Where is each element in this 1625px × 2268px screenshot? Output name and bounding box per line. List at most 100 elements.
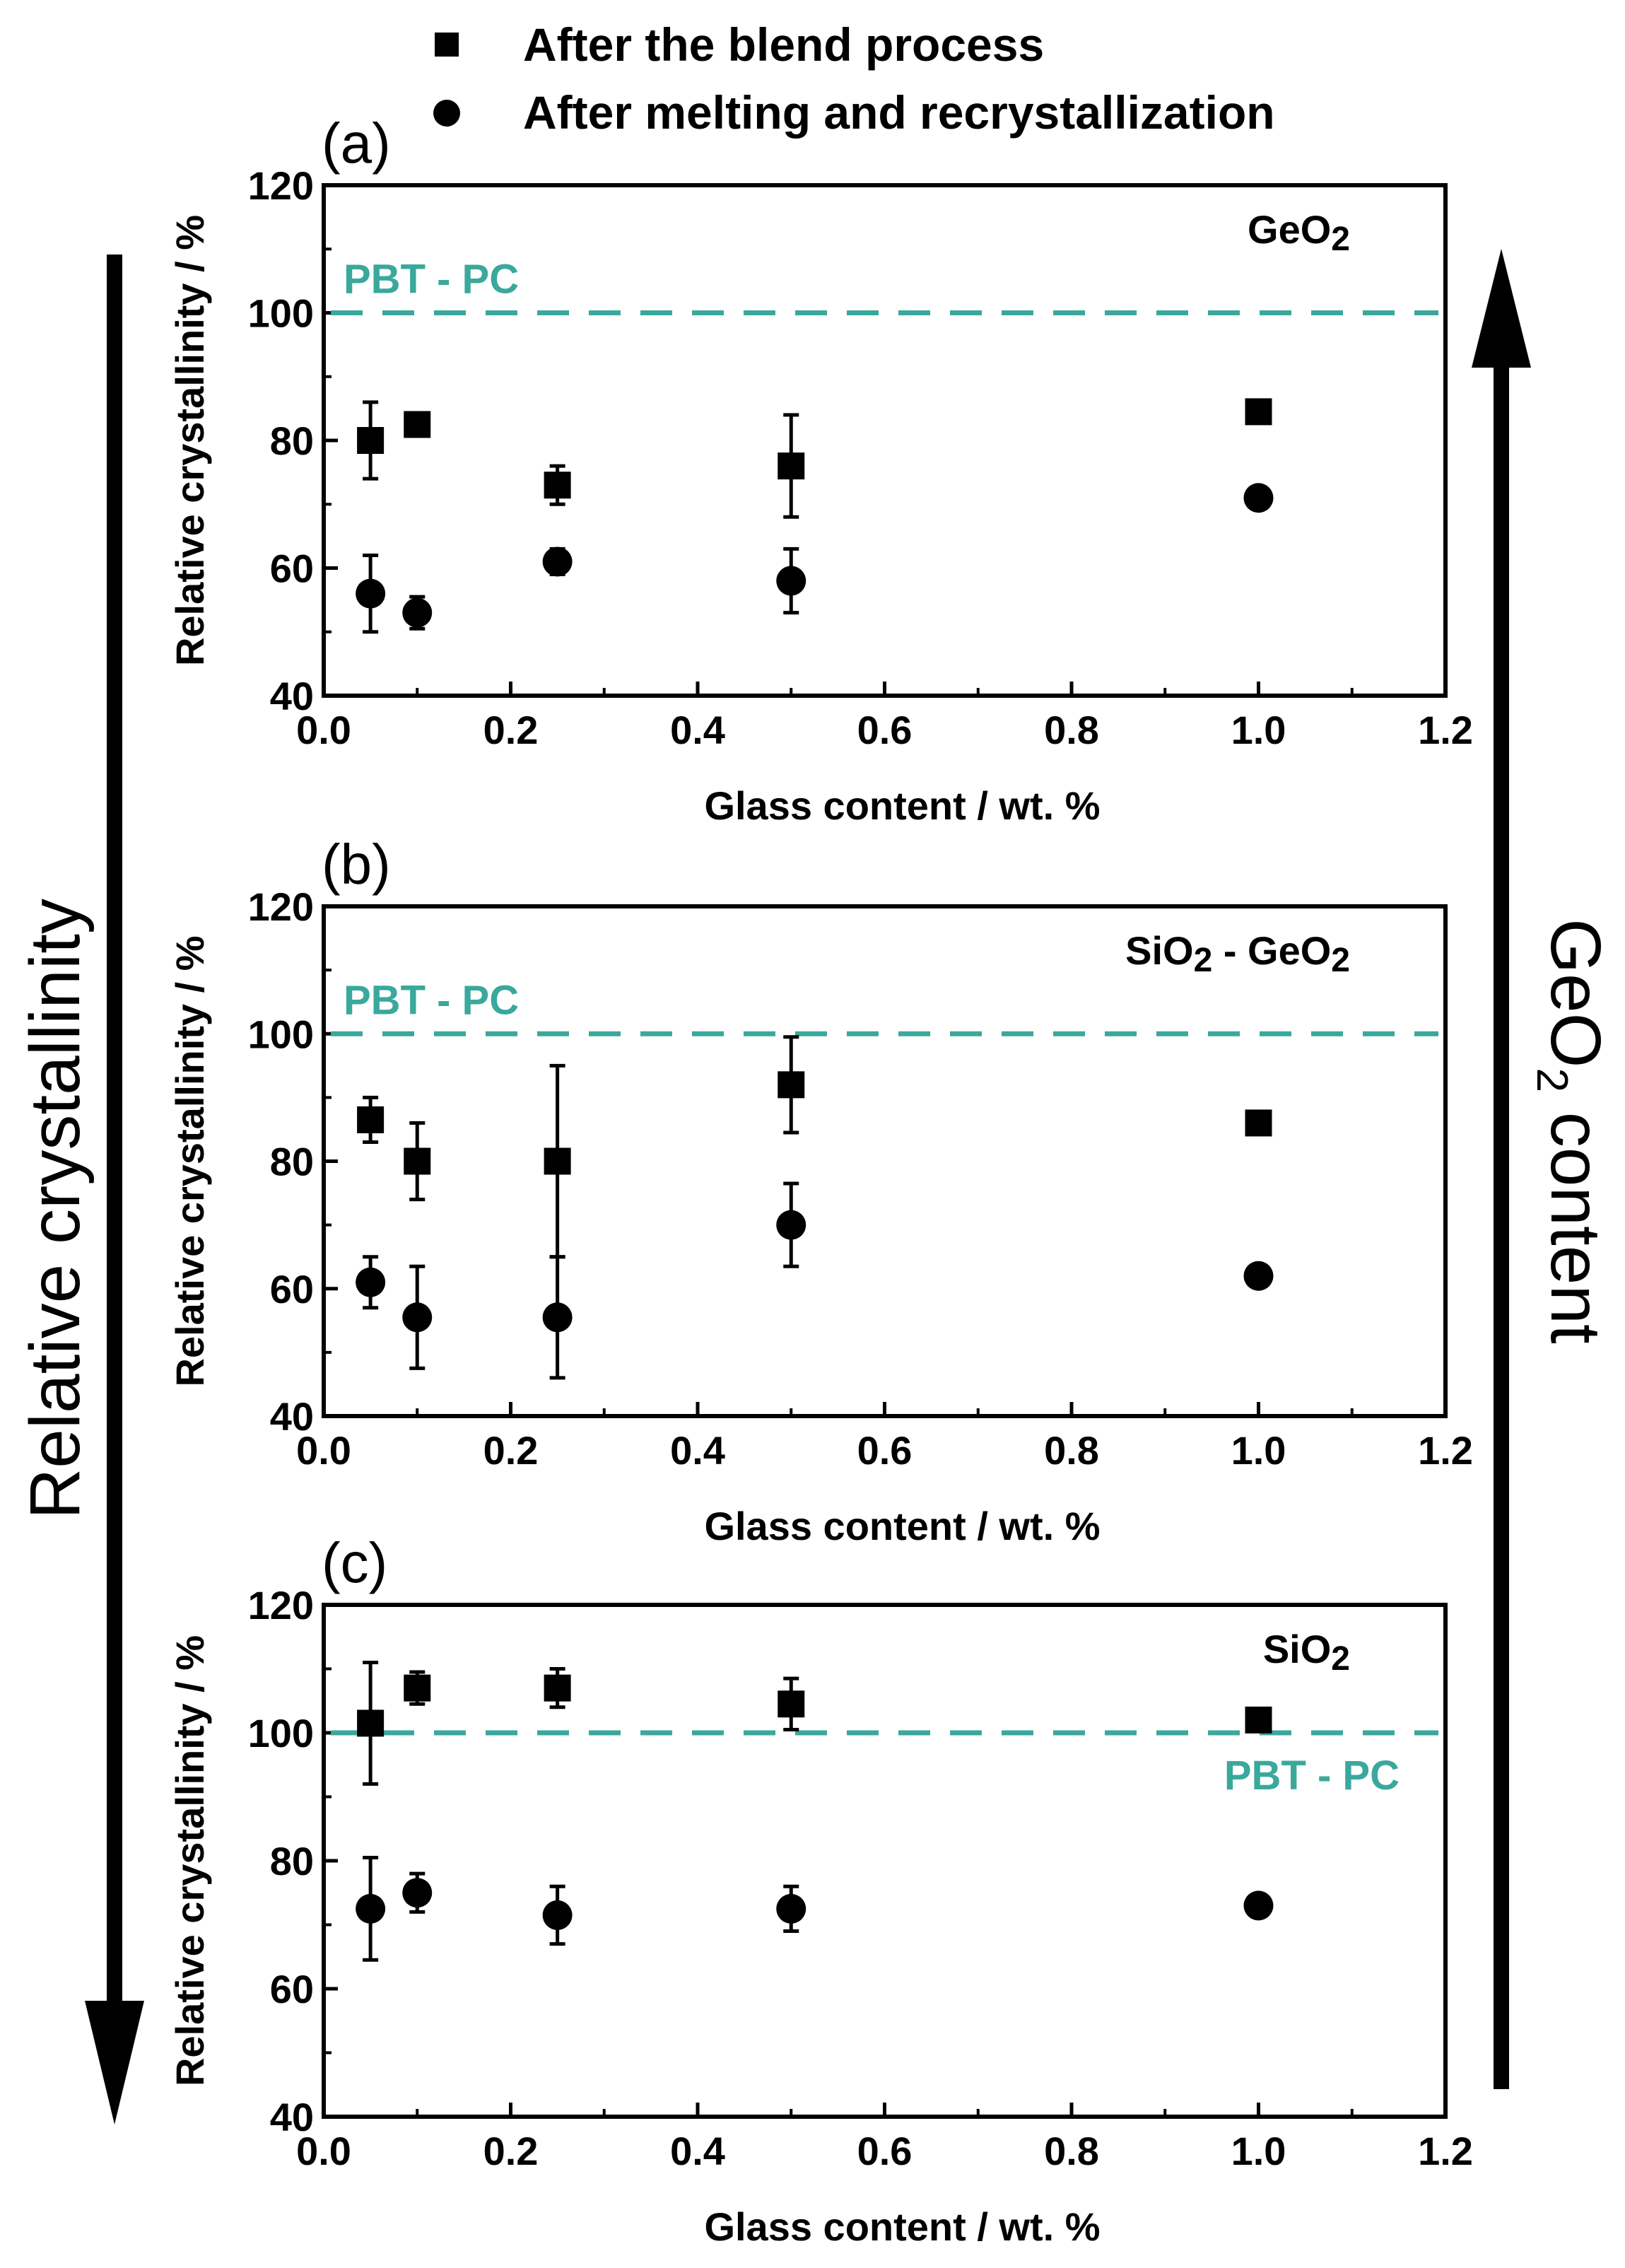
data-point-square	[357, 1709, 385, 1737]
y-tick-label: 40	[270, 2095, 314, 2139]
y-axis-title: Relative crystallinity / %	[168, 215, 212, 666]
y-tick-label: 120	[248, 884, 314, 929]
right-arrow-shaft	[1494, 368, 1509, 2089]
data-point-circle	[776, 1893, 806, 1924]
left-arrow-shaft	[107, 255, 122, 2001]
x-axis-title: Glass content / wt. %	[704, 783, 1100, 828]
data-point-circle	[542, 1302, 573, 1333]
x-tick-label: 0.6	[857, 708, 913, 752]
legend-label-blend: After the blend process	[523, 18, 1044, 71]
x-axis-title: Glass content / wt. %	[704, 2204, 1100, 2249]
y-tick-label: 100	[248, 291, 314, 336]
data-point-circle	[402, 1878, 433, 1908]
legend-label-melt: After melting and recrystallization	[523, 86, 1275, 139]
data-point-square	[778, 1071, 805, 1099]
legend-square-marker	[435, 33, 459, 57]
x-tick-label: 0.2	[483, 1428, 539, 1473]
x-tick-label: 0.4	[670, 1428, 725, 1473]
data-point-circle	[1243, 1890, 1274, 1921]
data-point-square	[544, 1147, 571, 1175]
data-point-circle	[776, 1210, 806, 1240]
panel-label: (c)	[322, 1531, 387, 1594]
x-tick-label: 1.0	[1231, 708, 1286, 752]
x-tick-label: 0.4	[670, 708, 725, 752]
x-tick-label: 1.2	[1418, 1428, 1473, 1473]
panel-label: (a)	[322, 112, 391, 175]
material-text-part: 2	[1331, 221, 1350, 258]
left-side-label: Relative crystallinity	[16, 899, 95, 1519]
left-arrow-head	[85, 2001, 144, 2124]
material-text-part: SiO	[1263, 1627, 1331, 1671]
plot-frame	[322, 1603, 1448, 2119]
x-tick-label: 1.0	[1231, 2129, 1286, 2173]
x-tick-label: 0.8	[1044, 1428, 1099, 1473]
legend: After the blend process After melting an…	[433, 18, 1275, 139]
x-tick-label: 0.8	[1044, 2129, 1099, 2173]
reference-label: PBT - PC	[344, 257, 519, 303]
x-tick-label: 0.0	[296, 708, 351, 752]
right-label-sub: 2	[1527, 1068, 1576, 1092]
material-text-part: 2	[1331, 1640, 1350, 1678]
right-label-content: content	[1536, 1092, 1615, 1344]
y-tick-label: 80	[270, 1140, 314, 1184]
x-tick-label: 0.2	[483, 2129, 539, 2173]
x-tick-label: 0.0	[296, 2129, 351, 2173]
data-point-circle	[356, 1267, 386, 1297]
y-tick-label: 100	[248, 1711, 314, 1755]
panel-a: 0.0 0.2 0.4 0.6 0.8 1.0 1.2 40 60 80 100 120 Glass c…	[168, 112, 1473, 828]
x-tick-label: 1.2	[1418, 2129, 1473, 2173]
data-point-circle	[356, 578, 386, 609]
y-tick-label: 120	[248, 163, 314, 208]
right-label-geo: GeO	[1536, 918, 1615, 1068]
x-tick-label: 0.6	[857, 1428, 913, 1473]
reference-label: PBT - PC	[1224, 1753, 1400, 1799]
data-point-square	[357, 1106, 385, 1133]
material-text-part: GeO	[1248, 207, 1331, 252]
x-tick-label: 1.2	[1418, 708, 1473, 752]
material-text-part: 2	[1194, 942, 1213, 979]
material-label: GeO2	[1248, 207, 1350, 258]
x-tick-label: 1.0	[1231, 1428, 1286, 1473]
y-axis-title: Relative crystallinity / %	[168, 1635, 212, 2086]
data-point-circle	[402, 1302, 433, 1333]
data-point-square	[544, 1674, 571, 1702]
y-tick-label: 60	[270, 1967, 314, 2011]
x-tick-label: 0.8	[1044, 708, 1099, 752]
data-point-circle	[776, 566, 806, 596]
data-point-circle	[1243, 1261, 1274, 1291]
y-tick-label: 60	[270, 1267, 314, 1311]
right-side-label: GeO2 content	[1527, 918, 1615, 1344]
x-axis-title: Glass content / wt. %	[704, 1504, 1100, 1548]
y-tick-label: 80	[270, 419, 314, 463]
right-arrow-head	[1472, 249, 1531, 368]
material-text-part: SiO	[1125, 928, 1193, 973]
data-point-square	[404, 411, 431, 438]
material-label: SiO2 - GeO2	[1125, 928, 1350, 979]
y-tick-label: 40	[270, 674, 314, 718]
data-point-square	[357, 427, 385, 454]
legend-circle-marker	[433, 100, 460, 127]
data-point-circle	[402, 597, 433, 628]
x-tick-label: 0.2	[483, 708, 539, 752]
x-tick-label: 0.0	[296, 1428, 351, 1473]
reference-label: PBT - PC	[344, 977, 519, 1023]
data-point-square	[544, 472, 571, 499]
data-point-square	[404, 1147, 431, 1175]
material-text-part: 2	[1331, 942, 1350, 979]
y-tick-label: 40	[270, 1394, 314, 1439]
panel-label: (b)	[322, 833, 391, 896]
data-point-square	[1245, 1706, 1272, 1734]
data-point-square	[1245, 1109, 1272, 1137]
data-point-circle	[542, 546, 573, 577]
left-arrow	[85, 255, 144, 2124]
y-tick-label: 60	[270, 546, 314, 591]
data-point-circle	[1243, 483, 1274, 513]
data-point-circle	[356, 1893, 386, 1924]
data-point-circle	[542, 1900, 573, 1930]
material-label: SiO2	[1263, 1627, 1350, 1678]
panel-c: 0.0 0.2 0.4 0.6 0.8 1.0 1.2 40 60 80 100 120 Glass c…	[168, 1531, 1473, 2249]
right-arrow	[1472, 249, 1531, 2089]
y-tick-label: 120	[248, 1583, 314, 1627]
x-tick-label: 0.6	[857, 2129, 913, 2173]
